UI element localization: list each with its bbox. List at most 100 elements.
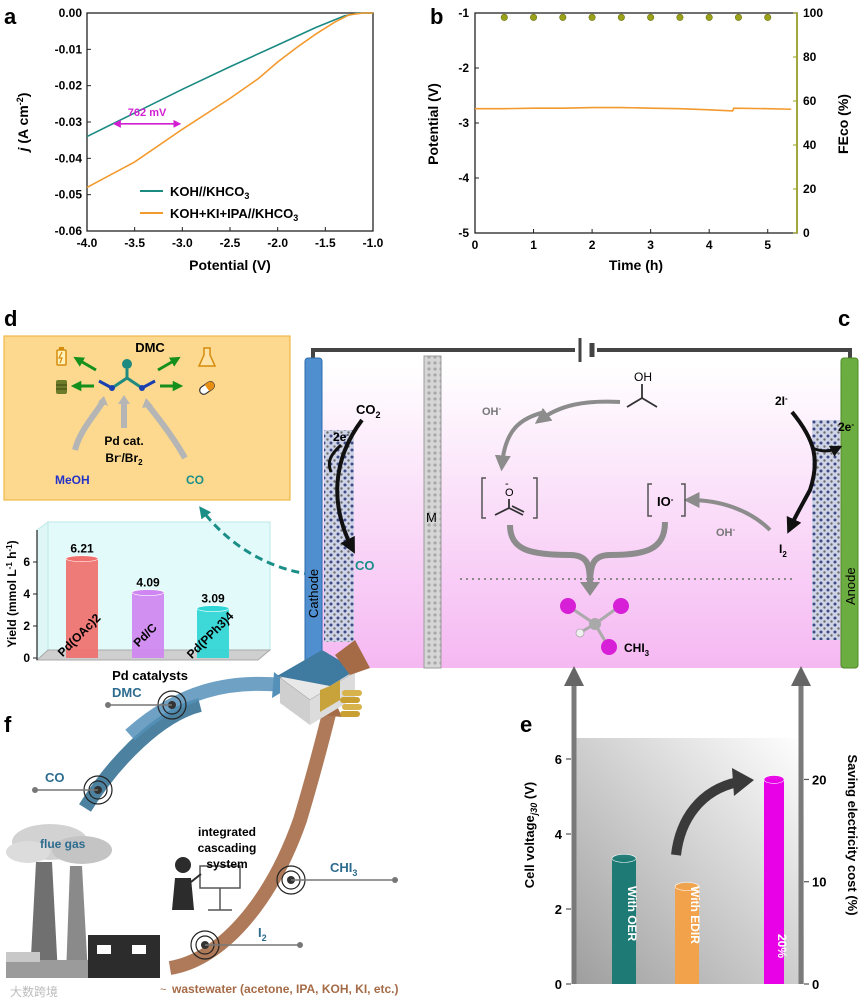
saving-arrow [671,777,740,856]
x-tick-label: -2.0 [267,236,288,250]
panel-a-y-ticks: 0.00 -0.01 -0.02 -0.03 -0.04 -0.05 -0.06 [55,6,91,238]
bracket [647,483,652,517]
panel-b-x-ticks: 0 1 2 3 4 5 [472,229,771,252]
legend-koh: KOH//KHCO3 [170,184,249,201]
x-tick-label: -1.5 [315,236,336,250]
enolate-structure: - O [481,477,538,519]
e-left-tick-label: 6 [555,752,562,767]
panel-c: c Cathode Anode M CO2 2e- CO 2I- 2e- I2 … [304,306,859,669]
inset-bar [132,592,164,658]
e-bar-top [763,775,785,784]
anode-label: Anode [843,567,858,605]
hypoiodite-label: IO- [657,494,674,509]
e-bar [675,886,699,984]
inset-value-label: 6.21 [70,542,94,556]
f-chi3-label: CHI3 [330,860,357,878]
fe-point [500,13,508,21]
electron-arrow-cathode [327,443,343,473]
fe-point [588,13,596,21]
dmc-synthesis-box [3,335,291,501]
panel-d: d DMC MeOH Pd cat. Br-/ [3,306,326,683]
y-tick-label: -0.01 [55,42,83,56]
inset-y-tick-label: 0 [23,651,30,665]
f-i2-label: I2 [258,925,267,943]
fe-point [647,13,655,21]
panel-b-y-ticks: -1 -2 -3 -4 -5 [458,6,479,240]
oh-label-right: OH- [716,525,736,539]
cathode-label: Cathode [306,569,321,618]
y-tick-label: -3 [458,116,469,130]
co2-label: CO2 [356,402,381,420]
right-tick-label: 40 [803,138,817,152]
dmc-molecule [98,359,156,391]
iodide-label: 2I- [775,394,788,408]
flue-gas-label: flue gas [40,837,86,851]
panel-b-series [475,13,792,112]
wastewater-label: wastewater (acetone, IPA, KOH, KI, etc.) [171,982,399,996]
e-bar-label: 20% [775,934,789,958]
system-label-3: system [206,857,247,871]
x-tick-label: 1 [530,238,537,252]
panel-e-ylabel-right: Saving electricity cost (%) [845,754,860,915]
inset-value-label: 3.09 [201,592,225,606]
ipa-oxidation-arrow [534,399,621,424]
fe-point [676,13,684,21]
right-tick-label: 80 [803,50,817,64]
x-tick-label: 3 [647,238,654,252]
pill-icon [199,381,215,395]
right-tick-label: 0 [803,226,810,240]
x-tick-label: -1.0 [363,236,384,250]
fuel-barrel-icon [56,380,67,394]
inset-y-ticks: 0 2 4 6 [23,555,37,665]
chi3-flow [168,708,337,975]
panel-b: b 0 1 2 3 4 5 -1 -2 -3 -4 -5 100 80 60 40 20 0 Time (h… [425,4,851,273]
x-tick-label: 4 [706,238,713,252]
panel-b-ylabel-left: Potential (V) [425,83,441,165]
e-left-tick-label: 4 [555,827,563,842]
panel-a-label: a [4,4,17,29]
wire-left [311,348,575,362]
pd-cat-label: Pd cat. [104,434,143,448]
y-tick-label: 0.00 [59,6,83,20]
inset-bar [197,608,229,658]
grey-arrow [72,398,107,451]
panel-a: a -4.0 -3.5 -3.0 -2.5 -2.0 -1.5 -1.0 0.00 -0.01… [4,4,384,273]
dmc-label: DMC [135,340,165,355]
system-label-2: cascading [198,841,257,855]
co-product-label: CO [355,558,375,573]
e-left-tick-label: 2 [555,902,562,917]
panel-b-ylabel-right: FEco (%) [835,94,851,154]
y-tick-label: -0.06 [55,224,83,238]
y-tick-label: -4 [458,171,469,185]
iodide-oxidation-arrow [786,410,817,534]
meoh-label: MeOH [55,473,90,487]
anode-electrode [840,357,859,669]
green-arrow [73,356,97,372]
battery-icon [56,347,67,366]
membrane-label: M [426,510,437,525]
panel-a-legend: KOH//KHCO3 KOH+KI+IPA//KHCO3 [140,184,298,223]
fe-point [764,13,772,21]
e-right-tick-label: 0 [812,977,819,992]
legend-koh-ki-ipa: KOH+KI+IPA//KHCO3 [170,206,298,223]
e-bar-label: With EDIR [688,886,702,944]
wave-icon: ~ [160,984,166,996]
panel-e-right-ticks: 0 10 20 [804,772,826,992]
panel-e-left-ticks: 0 2 4 6 [555,752,571,992]
electron-label-anode: 2e- [838,420,854,434]
cell-body [318,366,844,668]
fe-point [617,13,625,21]
panel-f-label: f [4,712,12,737]
y-tick-label: -1 [458,6,469,20]
x-tick-label: 0 [472,238,479,252]
annotation-762mv: 762 mV [128,107,167,119]
x-tick-label: 5 [764,238,771,252]
series-koh-ki-ipa [86,12,373,189]
panel-e-label: e [520,712,532,737]
panel-d-label: d [4,306,17,331]
factory-illustration [6,824,160,978]
enolate-o: O [505,487,514,499]
inset-xlabel: Pd catalysts [112,668,188,683]
f-co-label: CO [45,770,65,785]
